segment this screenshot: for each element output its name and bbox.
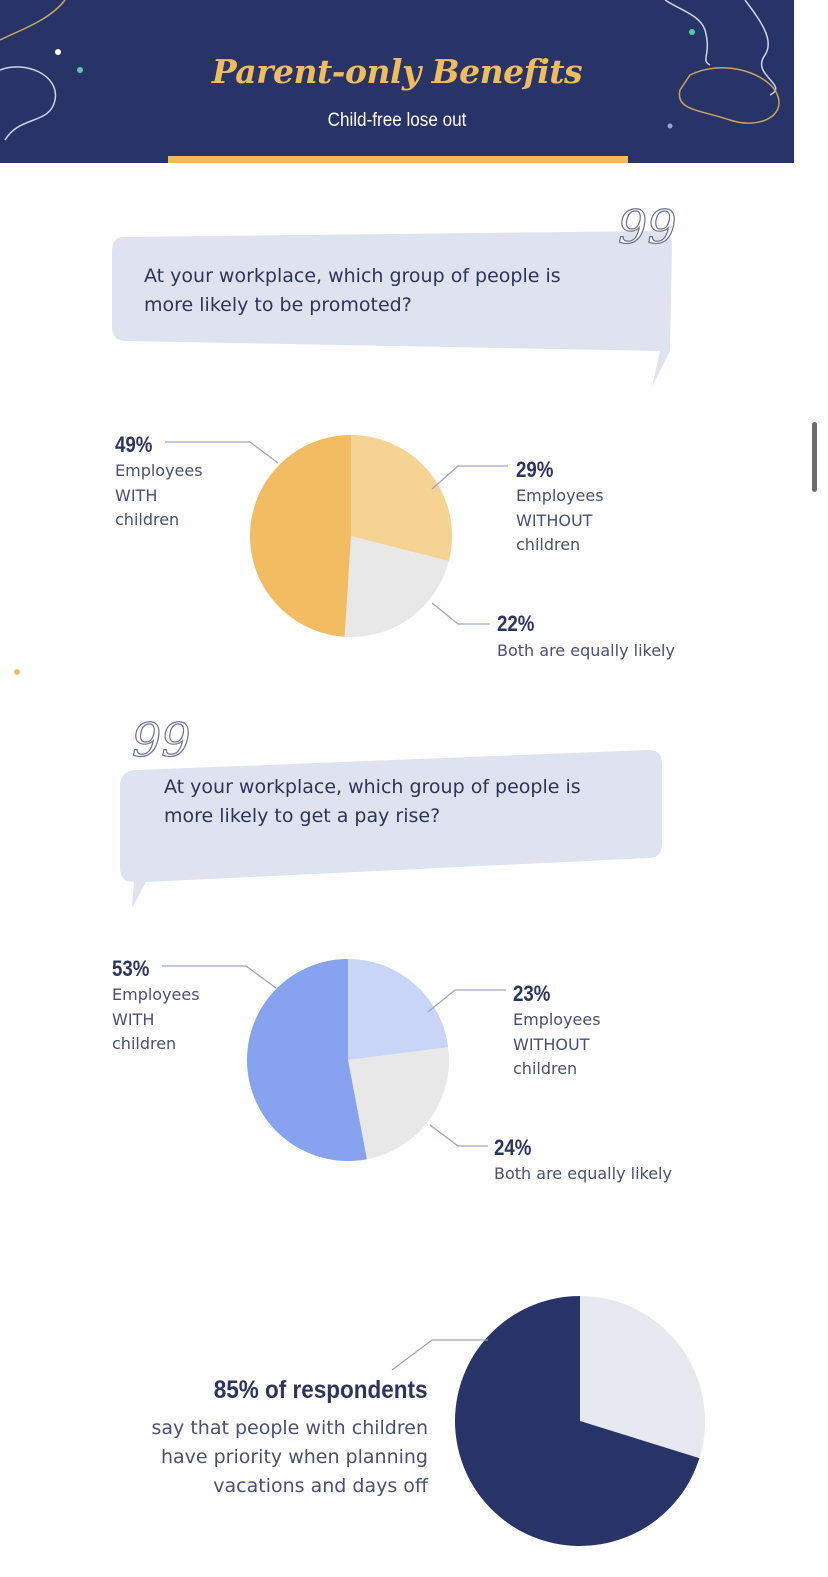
pie3-slice-other (580, 1296, 706, 1459)
label-line: WITHOUT (513, 1034, 590, 1054)
chart2-slice-without-pct: 23% (513, 981, 551, 1006)
question-2-line-1: At your workplace, which group of people… (164, 776, 581, 798)
label-line: children (513, 1059, 578, 1078)
chart2-slice-with-pct: 53% (112, 956, 150, 981)
leader-line (431, 465, 508, 490)
chart1-slice-equal-label: Both are equally likely (497, 641, 675, 660)
chart1-slice-with-pct: 49% (115, 432, 153, 457)
label-line: WITH (115, 485, 158, 505)
label-line: Employees (112, 985, 200, 1004)
pie1-slice-equally-likely (344, 536, 449, 638)
quote-icon-2: 99 (132, 718, 191, 767)
chart3-statement-line-1: say that people with children (151, 1417, 428, 1439)
header-accent-bar (168, 156, 628, 163)
pie1-slice-without-children (351, 435, 452, 562)
question-1-line-2: more likely to be promoted? (144, 294, 412, 316)
leader-line (427, 989, 506, 1013)
label-line: WITH (112, 1009, 155, 1029)
label-line: children (112, 1034, 177, 1053)
chart2-slice-equal-label: Both are equally likely (494, 1164, 672, 1183)
chart1-slice-equal-pct: 22% (497, 611, 535, 636)
leader-line (431, 602, 490, 625)
question-1: At your workplace, which group of people… (144, 262, 561, 320)
page-subtitle: Child-free lose out (327, 110, 467, 131)
leader-line (391, 1339, 488, 1371)
chart3-statement-line-2: have priority when planning (160, 1446, 428, 1468)
chart3-statement-line-3: vacations and days off (213, 1475, 428, 1497)
chart3-headline: 85% of respondents (214, 1376, 428, 1404)
pie2-slice-with-children (247, 958, 367, 1161)
question-bubble-2: 99 (120, 718, 662, 908)
chart1-slice-without-label: Employees WITHOUT children (516, 484, 604, 558)
label-line: children (115, 510, 180, 529)
question-1-line-1: At your workplace, which group of people… (144, 265, 561, 287)
chart2-slice-with-label: Employees WITH children (112, 983, 200, 1057)
chart1-slice-with-label: Employees WITH children (115, 459, 203, 533)
question-2-line-2: more likely to get a pay rise? (164, 805, 441, 827)
chart1-slice-without-pct: 29% (516, 457, 554, 482)
page-title: Parent-only Benefits (211, 52, 583, 91)
chart2-slice-without-label: Employees WITHOUT children (513, 1008, 601, 1082)
pie3-slice-priority (455, 1296, 700, 1546)
label-line: children (516, 535, 581, 554)
chart2-slice-equal-pct: 24% (494, 1135, 532, 1160)
leader-line (429, 1124, 488, 1147)
quote-icon-1: 99 (618, 205, 677, 254)
pie2-slice-without-children (348, 959, 449, 1060)
decorative-squiggles (0, 0, 780, 141)
question-bubble-1: 99 (112, 205, 677, 387)
header-banner: Parent-only Benefits Child-free lose out (0, 0, 794, 163)
decorative-dot (14, 669, 20, 675)
label-line: WITHOUT (516, 510, 593, 530)
question-2: At your workplace, which group of people… (164, 773, 581, 831)
label-line: Employees (513, 1010, 601, 1029)
pie1-slice-with-children (249, 435, 351, 637)
scrollbar-thumb[interactable] (812, 422, 817, 492)
label-line: Employees (516, 486, 604, 505)
label-line: Employees (115, 461, 203, 480)
pie2-slice-equally-likely (348, 1047, 450, 1160)
